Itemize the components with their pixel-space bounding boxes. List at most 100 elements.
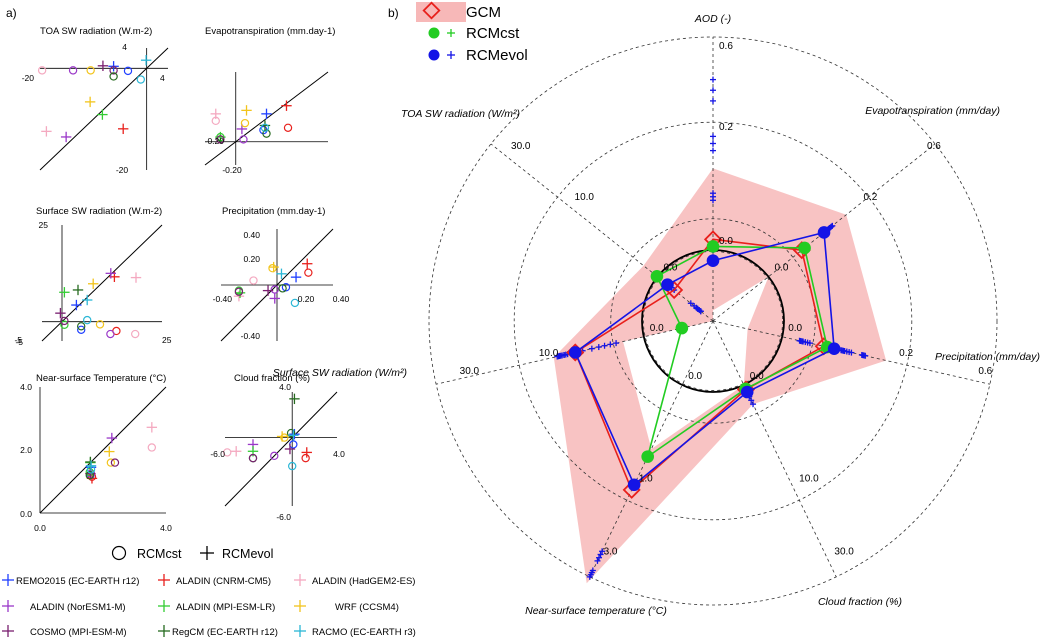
radar-tick-label: 0.0 [775, 263, 789, 274]
scatter-point-cnrm-cst [301, 453, 310, 463]
scatter-point-wrf-cst [268, 264, 277, 273]
scatter-point-cnrm-evol [281, 100, 292, 111]
tick-label: 0.20 [298, 294, 315, 304]
scatter-point-remo-evol [261, 108, 272, 120]
scatter-point-hadgem-cst [249, 276, 258, 285]
scatter-panel-6 [223, 391, 338, 507]
radar-marker-rcmevol [627, 478, 641, 492]
grid-circle [428, 36, 998, 606]
radar-marker-rcmevol [706, 254, 720, 267]
scatter-point-racmo-evol [276, 268, 287, 279]
radar-marker-rcmevol [740, 385, 754, 399]
scatter-point-racmo-evol [140, 55, 152, 66]
spread-plus-marker [607, 341, 614, 348]
spoke [712, 320, 837, 578]
spread-plus-marker [748, 397, 755, 404]
scatter-point-wrf-evol [88, 278, 99, 289]
tick-label: -0.40 [241, 331, 261, 341]
tick-label: -0.20 [205, 136, 225, 146]
spread-plus-marker [710, 97, 716, 104]
radar-marker-rcmcst [641, 450, 654, 463]
scatter-point-cosmo-cst [216, 135, 225, 144]
scatter-point-hadgem-evol [146, 422, 158, 433]
radar-tick-label: 3.0 [604, 547, 618, 558]
scatter-point-wrf-cst [240, 118, 250, 128]
scatter-point-regcm-cst [286, 428, 296, 438]
radar-tick-label: 0.0 [750, 371, 764, 382]
tick-label: 4 [122, 42, 127, 52]
legend-label-noresm: ALADIN (NorESM1-M) [30, 602, 126, 613]
radar-line-rcmcst [646, 245, 829, 459]
spread-plus-marker [750, 401, 757, 408]
scatter-point-remo-cst [289, 440, 298, 449]
scatter-point-cnrm-evol [301, 447, 312, 458]
legend-plus-marker [200, 546, 214, 560]
scatter-point-hadgem-evol [231, 446, 242, 457]
scatter-point-wrf-evol [268, 261, 279, 273]
legend-circle-label: RCMcst [137, 547, 182, 561]
legend-evol-marker [428, 49, 440, 61]
spoke [490, 143, 714, 322]
radar-tick-label: 30.0 [834, 547, 854, 558]
scatter-point-hadgem-evol [41, 126, 52, 137]
scatter-point-noresm-evol [106, 432, 118, 444]
spread-plus-marker [829, 222, 836, 229]
scatter-point-cosmo-cst [248, 453, 258, 463]
spread-plus-marker [806, 340, 813, 347]
axis-name: Surface SW radiation (W/m²) [273, 367, 407, 379]
spread-plus-marker [586, 573, 593, 580]
scatter-point-wrf-cst [86, 66, 95, 75]
scatter-point-noresm-cst [106, 329, 115, 339]
axis-name: TOA SW radiation (W/m²) [401, 108, 520, 120]
radar-tick-label: 10.0 [575, 192, 595, 203]
tick-label: -5 [15, 337, 23, 347]
spread-plus-marker [687, 300, 694, 307]
tick-label: -6.0 [210, 449, 225, 459]
tick-label: 4.0 [279, 382, 291, 392]
scatter-point-regcm-cst [76, 322, 86, 331]
tick-label: 4 [160, 73, 165, 83]
scatter-point-racmo-cst [260, 123, 270, 133]
spread-plus-marker [597, 551, 604, 558]
spread-plus-marker [596, 554, 603, 561]
scatter-point-hadgem-evol [210, 108, 221, 120]
radar-tick-label: 0.0 [719, 236, 733, 247]
scatter-point-cnrm-evol [302, 258, 313, 269]
scatter-point-regcm-evol [289, 393, 300, 405]
scatter-point-racmo-cst [82, 315, 92, 325]
spread-plus-marker [710, 147, 716, 154]
scatter-panel-1 [37, 47, 169, 171]
spread-plus-marker [862, 352, 869, 359]
spread-plus-marker [601, 342, 608, 349]
scatter-point-racmo-cst [290, 298, 300, 308]
one-to-one-line [220, 228, 334, 342]
scatter-panel-3 [41, 224, 163, 342]
tick-label: -0.20 [222, 165, 242, 175]
axis-name: Near-surface temperature (°C) [525, 605, 667, 617]
scatter-point-regcm-cst [262, 129, 271, 138]
spread-plus-marker [594, 557, 601, 564]
legend-marker-hadgem [294, 574, 306, 586]
spoke [589, 320, 714, 578]
spread-plus-marker [710, 76, 716, 83]
one-to-one-line [224, 391, 338, 507]
tick-label: 2.0 [20, 445, 32, 455]
radar-tick-label: 0.0 [688, 371, 702, 382]
spoke [712, 320, 990, 385]
legend-label-gcm: GCM [466, 4, 501, 21]
scatter-point-cnrm-cst [304, 268, 313, 277]
legend-circle-marker [111, 545, 127, 561]
scatter-point-mpilr-evol [59, 287, 70, 298]
radar-chart: AOD (-) 0.6 0.2 0.0 Evapotranspiration (mm/d… [273, 1, 1040, 617]
radar-marker-rcmcst [706, 240, 720, 253]
radar-tick-label: 0.2 [863, 192, 877, 203]
spread-plus-marker [828, 223, 835, 230]
spread-plus-marker [710, 133, 716, 140]
legend-marker-cosmo [2, 625, 14, 637]
panel-label-b: b) [388, 6, 399, 20]
tick-label: 4.0 [20, 382, 32, 392]
tick-label: -6.0 [276, 512, 291, 522]
legend-evol-plus [447, 51, 455, 59]
scatter-title: Surface SW radiation (W.m-2) [36, 206, 162, 217]
